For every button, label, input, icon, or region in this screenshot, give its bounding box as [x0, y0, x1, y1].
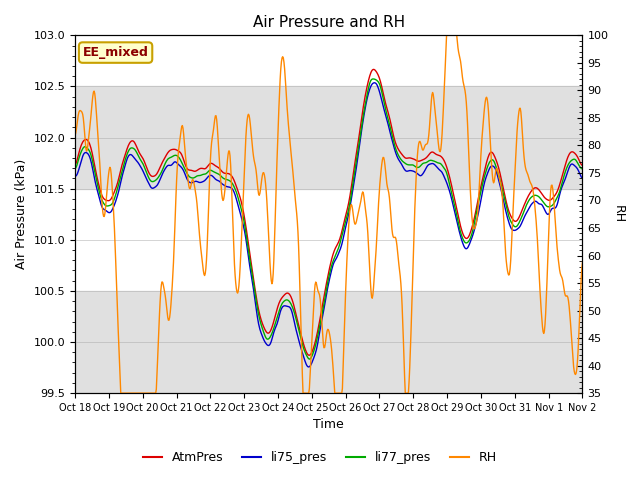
Bar: [75, 291, 582, 393]
Bar: [75, 86, 582, 189]
Title: Air Pressure and RH: Air Pressure and RH: [253, 15, 405, 30]
Y-axis label: Air Pressure (kPa): Air Pressure (kPa): [15, 159, 28, 269]
Y-axis label: RH: RH: [612, 205, 625, 223]
Legend: AtmPres, li75_pres, li77_pres, RH: AtmPres, li75_pres, li77_pres, RH: [138, 446, 502, 469]
X-axis label: Time: Time: [314, 419, 344, 432]
Text: EE_mixed: EE_mixed: [83, 46, 148, 59]
